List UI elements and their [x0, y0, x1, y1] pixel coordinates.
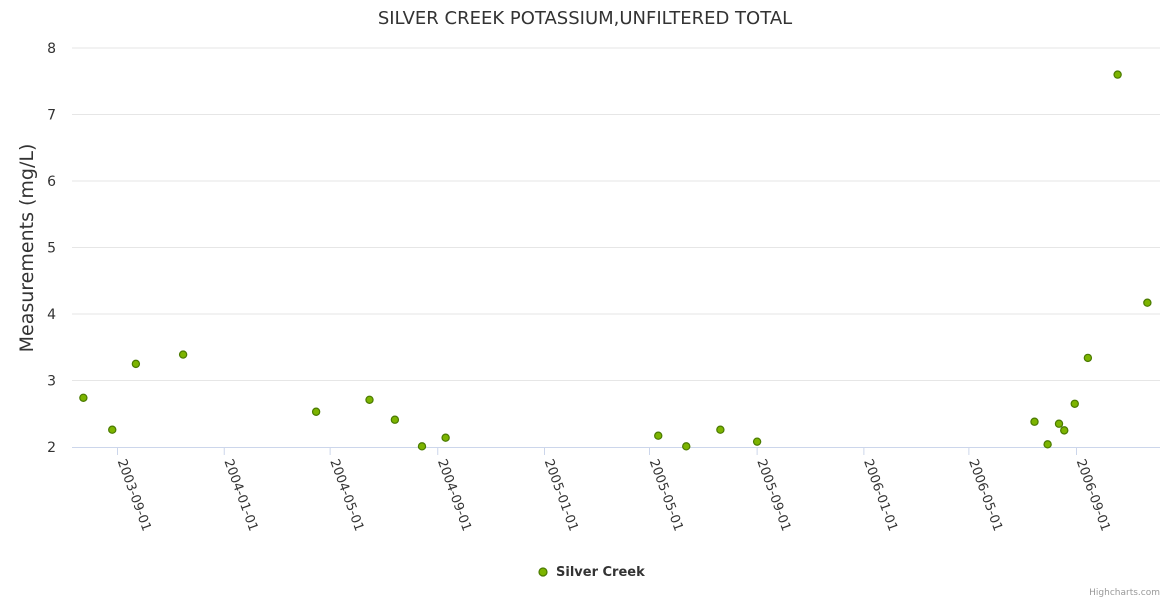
data-point[interactable] — [1043, 440, 1052, 449]
data-point[interactable] — [1030, 417, 1039, 426]
x-tick-label: 2004-05-01 — [326, 457, 366, 533]
data-point[interactable] — [311, 407, 321, 416]
data-point[interactable] — [654, 431, 663, 440]
data-point[interactable] — [390, 415, 400, 424]
legend-item-silver-creek[interactable]: Silver Creek — [556, 565, 645, 580]
y-tick-label: 4 — [47, 307, 56, 323]
x-tick-label: 2004-09-01 — [434, 457, 474, 533]
credits-link[interactable]: Highcharts.com — [1089, 588, 1160, 598]
y-axis-label: Measurements (mg/L) — [16, 144, 38, 353]
data-point[interactable] — [1060, 426, 1069, 435]
x-tick-label: 2005-09-01 — [753, 457, 793, 533]
series-silver-creek[interactable] — [79, 70, 1152, 451]
data-point[interactable] — [79, 393, 88, 402]
x-tick-label: 2005-05-01 — [646, 457, 686, 533]
data-point[interactable] — [417, 442, 427, 451]
data-point[interactable] — [1070, 399, 1079, 408]
y-axis: 2 3 4 5 6 7 8 — [47, 41, 56, 456]
y-tick-label: 6 — [47, 174, 56, 190]
data-point[interactable] — [108, 425, 117, 434]
y-tick-label: 5 — [47, 241, 56, 257]
x-tick-label: 2005-01-01 — [541, 457, 581, 533]
data-point[interactable] — [682, 442, 691, 451]
x-tick-label: 2006-05-01 — [965, 457, 1005, 533]
x-axis: 2003-09-01 2004-01-01 2004-05-01 2004-09-01… — [114, 447, 1113, 533]
legend-marker[interactable] — [538, 567, 548, 577]
y-tick-label: 3 — [47, 374, 56, 390]
y-tick-label: 2 — [47, 440, 56, 456]
chart-title: SILVER CREEK POTASSIUM,UNFILTERED TOTAL — [378, 8, 792, 29]
data-point[interactable] — [131, 359, 141, 369]
x-tick-label: 2003-09-01 — [114, 457, 154, 533]
data-point[interactable] — [1113, 70, 1122, 79]
x-tick-label: 2006-09-01 — [1073, 457, 1113, 533]
legend[interactable]: Silver Creek — [538, 565, 645, 580]
x-tick-label: 2004-01-01 — [220, 457, 260, 533]
grid-lines — [72, 47, 1160, 381]
data-point[interactable] — [365, 395, 374, 404]
data-point[interactable] — [716, 425, 725, 434]
data-point[interactable] — [1054, 419, 1064, 428]
data-point[interactable] — [1083, 353, 1093, 363]
y-tick-label: 7 — [47, 108, 56, 124]
data-point[interactable] — [441, 433, 450, 442]
x-tick-label: 2006-01-01 — [860, 457, 900, 533]
data-point[interactable] — [178, 350, 188, 359]
data-point[interactable] — [752, 437, 762, 446]
y-tick-label: 8 — [47, 41, 56, 57]
data-point[interactable] — [1143, 298, 1152, 307]
